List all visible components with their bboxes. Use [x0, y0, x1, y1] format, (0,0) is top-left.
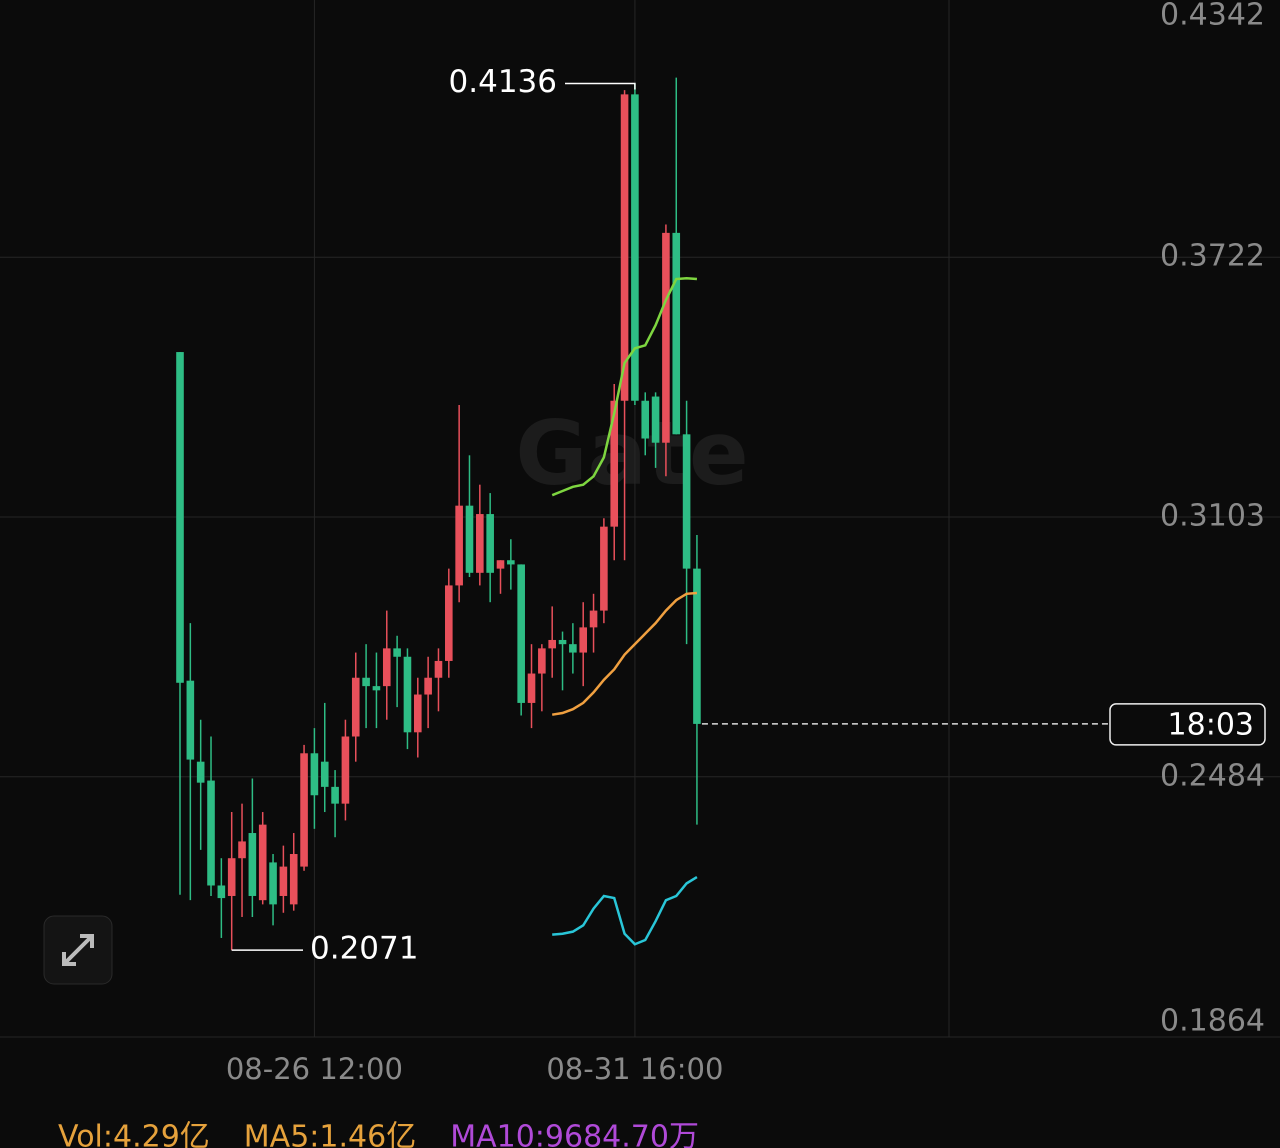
candle-body: [465, 505, 474, 573]
candle-body: [238, 841, 246, 859]
candle-body: [248, 833, 257, 896]
volume-legend: MA10:9684.70万: [450, 1120, 699, 1148]
indicator-line: [551, 276, 698, 497]
candle-body: [579, 627, 588, 653]
candle-body: [393, 648, 401, 657]
candle-body: [651, 396, 660, 443]
high-marker-line: [565, 82, 636, 90]
candle-body: [351, 677, 360, 737]
candle-body: [538, 648, 546, 674]
y-tick-label: 0.1864: [1160, 1004, 1265, 1039]
candle-body: [434, 660, 443, 678]
candle-body: [445, 585, 453, 661]
candle-body: [507, 560, 515, 565]
candle-body: [569, 644, 577, 653]
candle-body: [600, 526, 608, 611]
candle-body: [186, 680, 195, 760]
low-label: 0.2071: [310, 931, 418, 967]
candle-body: [455, 505, 463, 586]
candle-body: [610, 400, 619, 527]
candle-body: [176, 352, 184, 683]
candle-body: [300, 753, 308, 867]
volume-legend: MA5:1.46亿: [244, 1120, 416, 1148]
candle-body: [672, 232, 681, 435]
candle-body: [641, 400, 650, 439]
y-tick-label: 0.4342: [1160, 0, 1265, 33]
countdown: 18:03: [1168, 707, 1254, 742]
candle-body: [217, 885, 226, 899]
expand-button[interactable]: [43, 915, 113, 985]
watermark: Gate: [515, 402, 748, 505]
y-tick-label: 0.2484: [1160, 758, 1265, 793]
candle-body: [517, 564, 525, 703]
y-tick-label: 0.3103: [1160, 499, 1265, 534]
countdown-box: [1109, 703, 1266, 746]
candle-body: [207, 780, 215, 886]
expand-icon[interactable]: [62, 934, 94, 966]
high-label: 0.4136: [449, 64, 557, 100]
candle-body: [258, 824, 267, 901]
candle-body: [341, 736, 350, 804]
candle-body: [331, 786, 339, 804]
volume-legend: Vol:4.29亿: [58, 1120, 210, 1148]
candle-body: [413, 694, 422, 733]
candle-body: [548, 639, 556, 649]
candle-body: [558, 639, 567, 645]
x-tick-label: 08-31 16:00: [546, 1052, 723, 1086]
y-tick-label: 0.3722: [1160, 239, 1265, 274]
candle-body: [372, 686, 381, 691]
candle-body: [496, 560, 505, 569]
candle-body: [269, 862, 277, 905]
x-tick-label: 08-26 12:00: [226, 1052, 403, 1086]
candle-body: [320, 761, 329, 787]
candle-body: [362, 677, 370, 687]
candle-body: [279, 866, 288, 896]
indicator-line: [551, 591, 698, 716]
candle-body: [424, 677, 432, 695]
candle-body: [631, 94, 639, 401]
candle-body: [662, 232, 670, 443]
candle-body: [310, 753, 319, 796]
candle-body: [620, 94, 629, 401]
candle-body: [289, 854, 298, 905]
candle-body: [589, 610, 598, 628]
candle-body: [682, 434, 691, 569]
candle-body: [382, 648, 391, 687]
candle-body: [486, 514, 494, 573]
candle-body: [196, 761, 205, 783]
candle-body: [693, 568, 701, 724]
candle-body: [527, 673, 536, 703]
candle-body: [227, 858, 236, 896]
indicator-line: [552, 876, 698, 946]
candle-body: [476, 514, 484, 573]
candle-body: [403, 656, 412, 733]
